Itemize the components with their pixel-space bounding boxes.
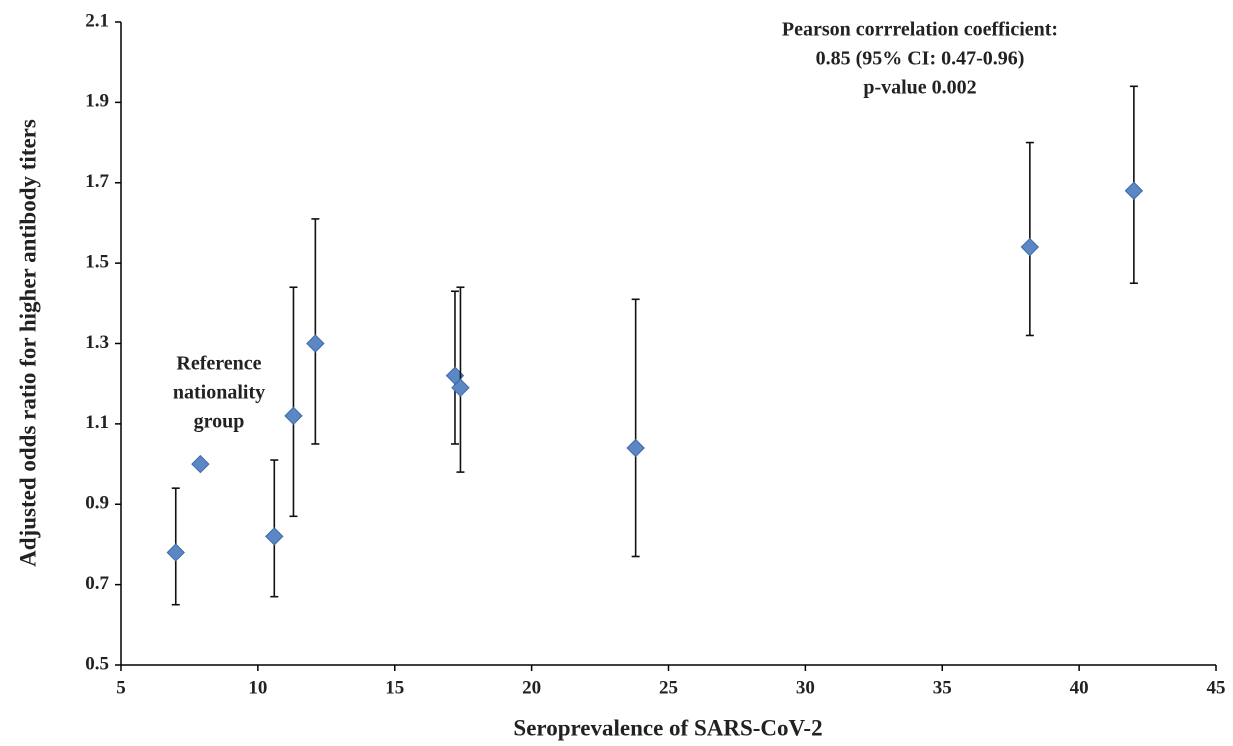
x-tick-label: 5 (116, 677, 126, 698)
x-axis-title: Seroprevalence of SARS-CoV-2 (513, 715, 822, 740)
error-bar (311, 218, 320, 445)
y-tick-label: 1.1 (85, 412, 109, 433)
x-tick-label: 40 (1070, 677, 1089, 698)
x-tick-label: 20 (522, 677, 541, 698)
y-tick-label: 1.3 (85, 332, 109, 353)
y-tick-label: 1.7 (85, 171, 109, 192)
y-tick-label: 0.9 (85, 493, 109, 514)
error-bar (289, 286, 298, 518)
point (191, 454, 210, 474)
point (451, 378, 470, 397)
y-tick-label: 0.7 (85, 573, 109, 594)
point (306, 334, 325, 353)
x-tick-label: 30 (796, 677, 815, 698)
x-tick-label: 25 (659, 677, 678, 698)
annotation: 0.85 (95% CI: 0.47-0.96) (816, 48, 1025, 70)
annotation: group (194, 411, 245, 433)
point (626, 438, 645, 458)
x-tick-label: 10 (248, 677, 267, 698)
y-axis-title: Adjusted odds ratio for higher antibody … (15, 119, 40, 567)
x-tick-label: 15 (385, 677, 404, 698)
x-tick-label: 45 (1207, 677, 1226, 698)
y-tick-label: 1.5 (85, 251, 109, 272)
y-tick-label: 2.1 (85, 10, 109, 31)
x-tick-label: 35 (933, 677, 952, 698)
point (166, 543, 185, 562)
annotation: nationality (173, 382, 265, 404)
annotation: Pearson corrrelation coefficient: (782, 19, 1058, 41)
y-tick-label: 0.5 (85, 653, 109, 674)
error-bar (631, 298, 640, 558)
point (284, 406, 303, 426)
annotation: Reference (176, 353, 261, 375)
annotation: p-value 0.002 (863, 77, 976, 99)
y-tick-label: 1.9 (85, 91, 109, 112)
point (265, 527, 284, 546)
point (1020, 237, 1040, 257)
point (1124, 181, 1144, 200)
